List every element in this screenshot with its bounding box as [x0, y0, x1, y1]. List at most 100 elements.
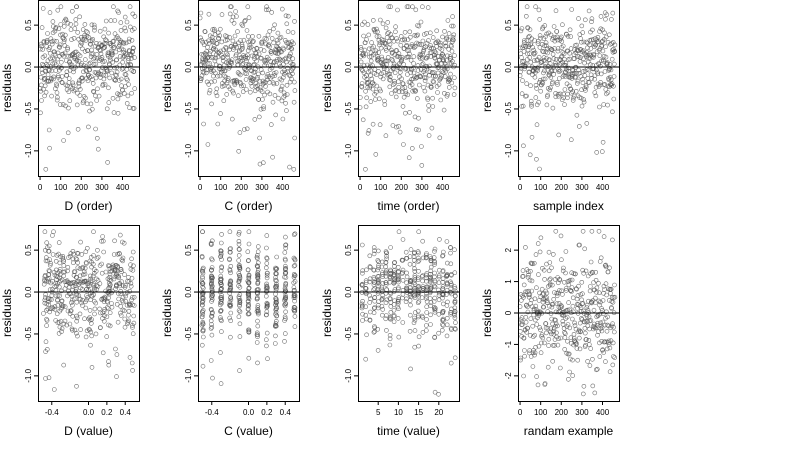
data-point — [84, 29, 89, 34]
data-point — [255, 263, 260, 269]
data-point — [206, 90, 212, 96]
data-point — [59, 65, 64, 71]
x-tick-label: 100 — [374, 183, 388, 192]
data-point — [593, 93, 599, 99]
data-point — [246, 303, 251, 309]
data-point — [82, 279, 88, 284]
data-point — [109, 70, 114, 76]
data-point — [234, 44, 239, 50]
data-point — [609, 17, 614, 22]
data-point — [216, 36, 221, 42]
data-point — [411, 65, 416, 71]
data-point — [118, 310, 123, 316]
data-point — [566, 71, 572, 77]
data-point — [397, 129, 403, 135]
data-point — [589, 76, 595, 81]
data-point — [427, 30, 433, 36]
data-point — [434, 28, 440, 34]
data-point — [363, 278, 369, 284]
data-point — [596, 229, 602, 234]
data-point — [452, 355, 458, 361]
data-point — [407, 51, 412, 57]
data-point — [283, 281, 289, 287]
panel-2: 0 100 200 300 400-1.0-0.50.00.5C (order)resi… — [160, 0, 300, 213]
data-point — [535, 241, 541, 246]
data-point — [206, 11, 212, 17]
data-point — [125, 58, 131, 63]
data-point — [385, 55, 391, 60]
data-point — [421, 69, 427, 74]
data-point — [391, 268, 397, 273]
data-point — [574, 81, 580, 86]
data-point — [376, 265, 381, 270]
data-point — [395, 264, 401, 270]
data-point — [424, 286, 430, 292]
data-point — [44, 323, 49, 328]
data-point — [200, 363, 206, 369]
y-tick-label: 1 — [504, 279, 513, 284]
data-point — [591, 55, 596, 60]
data-point — [212, 78, 217, 84]
data-point — [523, 319, 529, 325]
data-point — [292, 308, 298, 314]
data-point — [287, 164, 292, 170]
data-point — [545, 86, 551, 91]
data-point — [253, 51, 259, 57]
data-point — [123, 283, 128, 288]
data-point — [556, 288, 562, 293]
data-point — [384, 67, 390, 72]
data-point — [200, 290, 205, 296]
data-point — [605, 314, 610, 320]
data-point — [567, 356, 573, 362]
data-point — [73, 56, 78, 61]
data-point — [200, 276, 205, 281]
data-point — [97, 281, 103, 286]
data-point — [54, 283, 59, 289]
data-point — [440, 34, 445, 40]
data-point — [267, 91, 273, 97]
data-point — [609, 306, 614, 311]
data-point — [282, 339, 287, 344]
data-point — [241, 37, 247, 43]
data-point — [77, 93, 83, 98]
data-point — [416, 115, 421, 121]
data-point — [274, 57, 280, 62]
data-point — [371, 251, 377, 257]
data-point — [199, 302, 205, 308]
data-point — [284, 92, 290, 97]
data-point — [415, 32, 421, 38]
data-point — [119, 257, 125, 263]
data-point — [50, 19, 56, 24]
data-point — [52, 86, 58, 91]
data-point — [367, 318, 373, 323]
data-point — [51, 74, 57, 80]
data-point — [574, 346, 580, 351]
data-point — [607, 369, 613, 375]
data-point — [581, 99, 587, 105]
data-point — [104, 334, 109, 339]
data-point — [383, 300, 389, 306]
data-point — [521, 143, 526, 149]
data-point — [82, 265, 88, 271]
data-point — [228, 297, 234, 303]
data-point — [538, 340, 544, 346]
data-point — [48, 261, 54, 266]
data-point — [419, 295, 425, 301]
data-point — [131, 45, 136, 51]
data-point — [430, 70, 435, 76]
data-point — [67, 59, 72, 64]
data-point — [553, 323, 558, 329]
data-point — [539, 80, 545, 85]
data-point — [363, 356, 369, 362]
data-point — [373, 48, 379, 54]
x-tick-label: 400 — [116, 183, 130, 192]
data-point — [444, 239, 450, 244]
data-point — [90, 81, 96, 86]
data-point — [105, 68, 110, 74]
data-point — [55, 95, 60, 100]
data-point — [534, 86, 539, 91]
data-point — [440, 279, 446, 285]
data-point — [551, 331, 557, 337]
x-tick-label: 0.2 — [101, 408, 113, 417]
